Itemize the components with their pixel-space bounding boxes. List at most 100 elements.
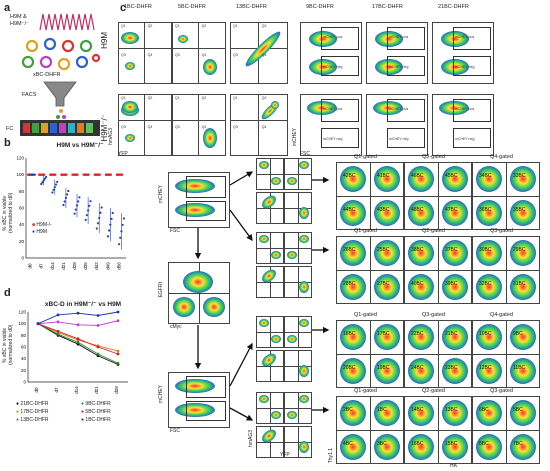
data-point xyxy=(53,186,56,189)
gate-line-horizontal xyxy=(337,430,403,431)
data-point xyxy=(63,173,67,176)
barcode-label: 1BC xyxy=(377,407,387,413)
data-point xyxy=(76,323,80,327)
barcode-label: 43BC xyxy=(377,207,390,213)
data-point xyxy=(40,182,43,186)
flow-plot-gated-quadrant: 22BC 21BC 24BC 23BC xyxy=(404,320,472,388)
y-tick-label: 80 xyxy=(21,333,27,338)
data-point xyxy=(115,173,119,176)
xbc-dhfr-label: xBC-DHFR xyxy=(33,72,61,78)
data-point xyxy=(76,337,80,341)
quadrant-label: Q4 xyxy=(261,53,267,57)
gate-line-vertical xyxy=(197,23,199,83)
quadrant-label: Q4 xyxy=(261,125,267,129)
barcode-label: 28BC xyxy=(343,281,356,287)
y-tick-label: 100 xyxy=(18,321,26,326)
data-point xyxy=(120,230,123,233)
barcode-label: 6BC xyxy=(479,407,489,413)
data-point xyxy=(85,173,88,176)
data-point xyxy=(62,203,65,207)
flow-population xyxy=(173,297,195,317)
data-point xyxy=(86,173,89,176)
gate-line-horizontal xyxy=(257,366,283,367)
legend-d-label: 5BC-DHFR xyxy=(85,409,111,415)
data-point xyxy=(98,173,101,176)
x-tick-label: d56 xyxy=(116,262,121,270)
gate-label: mCHEY pos xyxy=(455,107,475,111)
x-tick-label: d35 xyxy=(83,262,88,270)
gate-line-horizontal xyxy=(405,196,471,197)
flow-plot-small xyxy=(256,192,284,224)
barcode-label: 10BC xyxy=(479,331,492,337)
flow-population xyxy=(340,200,366,226)
flow-population xyxy=(299,395,309,403)
flow-plot-gated: mCHEY pos mCHEY neg xyxy=(300,94,362,156)
axis-label-yfp: YFP xyxy=(118,151,128,157)
flow-population xyxy=(203,297,225,317)
gate-header: Q3-gated xyxy=(490,388,513,394)
barcode-label: 9BC xyxy=(513,331,523,337)
quadrant-label: Q2 xyxy=(147,24,153,28)
gate-line-vertical xyxy=(197,95,199,155)
data-point xyxy=(94,173,98,176)
data-point xyxy=(84,218,87,221)
barcode-label: 13BC xyxy=(445,407,458,413)
flow-plot-small xyxy=(284,192,312,224)
data-point xyxy=(38,173,41,176)
data-point xyxy=(42,173,46,176)
gate-line-horizontal xyxy=(119,120,171,122)
flow-population xyxy=(125,62,135,70)
gate-line-vertical xyxy=(143,23,145,83)
data-point xyxy=(61,173,64,176)
data-point xyxy=(52,173,56,176)
panel-a-top-text: H9M & H9M⁻/⁻ xyxy=(10,14,29,27)
flow-plot-small xyxy=(284,232,312,264)
flow-population xyxy=(408,324,434,350)
barcode-label: 15BC xyxy=(445,441,458,447)
gate-mcherry-pos xyxy=(453,27,491,50)
flow-population xyxy=(510,166,536,192)
gate-line-horizontal xyxy=(473,270,539,271)
flow-population xyxy=(121,32,139,44)
legend-d-item: ● 9BC-DHFR xyxy=(81,401,111,407)
flow-plot-gated: mCHEY pos mCHEY neg xyxy=(432,94,494,156)
data-point xyxy=(71,173,74,176)
flow-plot-quadrant: Q1 Q2 Q3 Q4 xyxy=(118,22,172,84)
y-tick-label: 40 xyxy=(21,356,27,361)
data-point xyxy=(122,217,125,220)
legend-d-item: ● 13BC-DHFR xyxy=(16,417,49,423)
data-point xyxy=(96,345,100,349)
quadrant-label: Q4 xyxy=(147,125,153,129)
gate-label: mCHEY pos xyxy=(323,35,343,39)
quadrant-label: Q1 xyxy=(233,96,238,100)
data-point xyxy=(109,223,112,226)
barcode-label: 48BC xyxy=(411,207,424,213)
flow-population xyxy=(203,128,217,148)
data-point xyxy=(67,189,70,193)
flow-plot-quadrant: Q1 Q2 Q3 Q4 xyxy=(118,94,172,156)
gate-header: Q4-gated xyxy=(490,154,513,160)
data-point xyxy=(76,311,80,315)
gate-line-horizontal xyxy=(285,408,311,409)
legend-d-item: ● 21BC-DHFR xyxy=(16,401,49,407)
legend-d-item: ● 5BC-DHFR xyxy=(81,409,111,415)
flow-plot-small xyxy=(256,426,284,458)
barcode-label: 25BC xyxy=(377,247,390,253)
axis-label-fsc: FSC xyxy=(300,151,310,157)
flow-population xyxy=(476,166,502,192)
flow-population xyxy=(408,166,434,192)
flow-population xyxy=(408,400,434,426)
flow-population xyxy=(271,251,281,259)
data-point xyxy=(109,173,112,176)
flow-population xyxy=(175,179,215,193)
flow-population xyxy=(259,319,269,327)
flow-population xyxy=(510,240,536,266)
flow-plot-small xyxy=(256,316,284,348)
barcode-label: 45BC xyxy=(445,173,458,179)
barcode-label: 20BC xyxy=(343,365,356,371)
flow-population xyxy=(299,161,309,169)
gate-label: mCHEY pos xyxy=(455,35,475,39)
flow-plot-gated-quadrant: 30BC 29BC 32BC 31BC xyxy=(472,236,540,304)
barcode-label: 34BC xyxy=(479,173,492,179)
gate-header: Q1-gated xyxy=(354,312,377,318)
